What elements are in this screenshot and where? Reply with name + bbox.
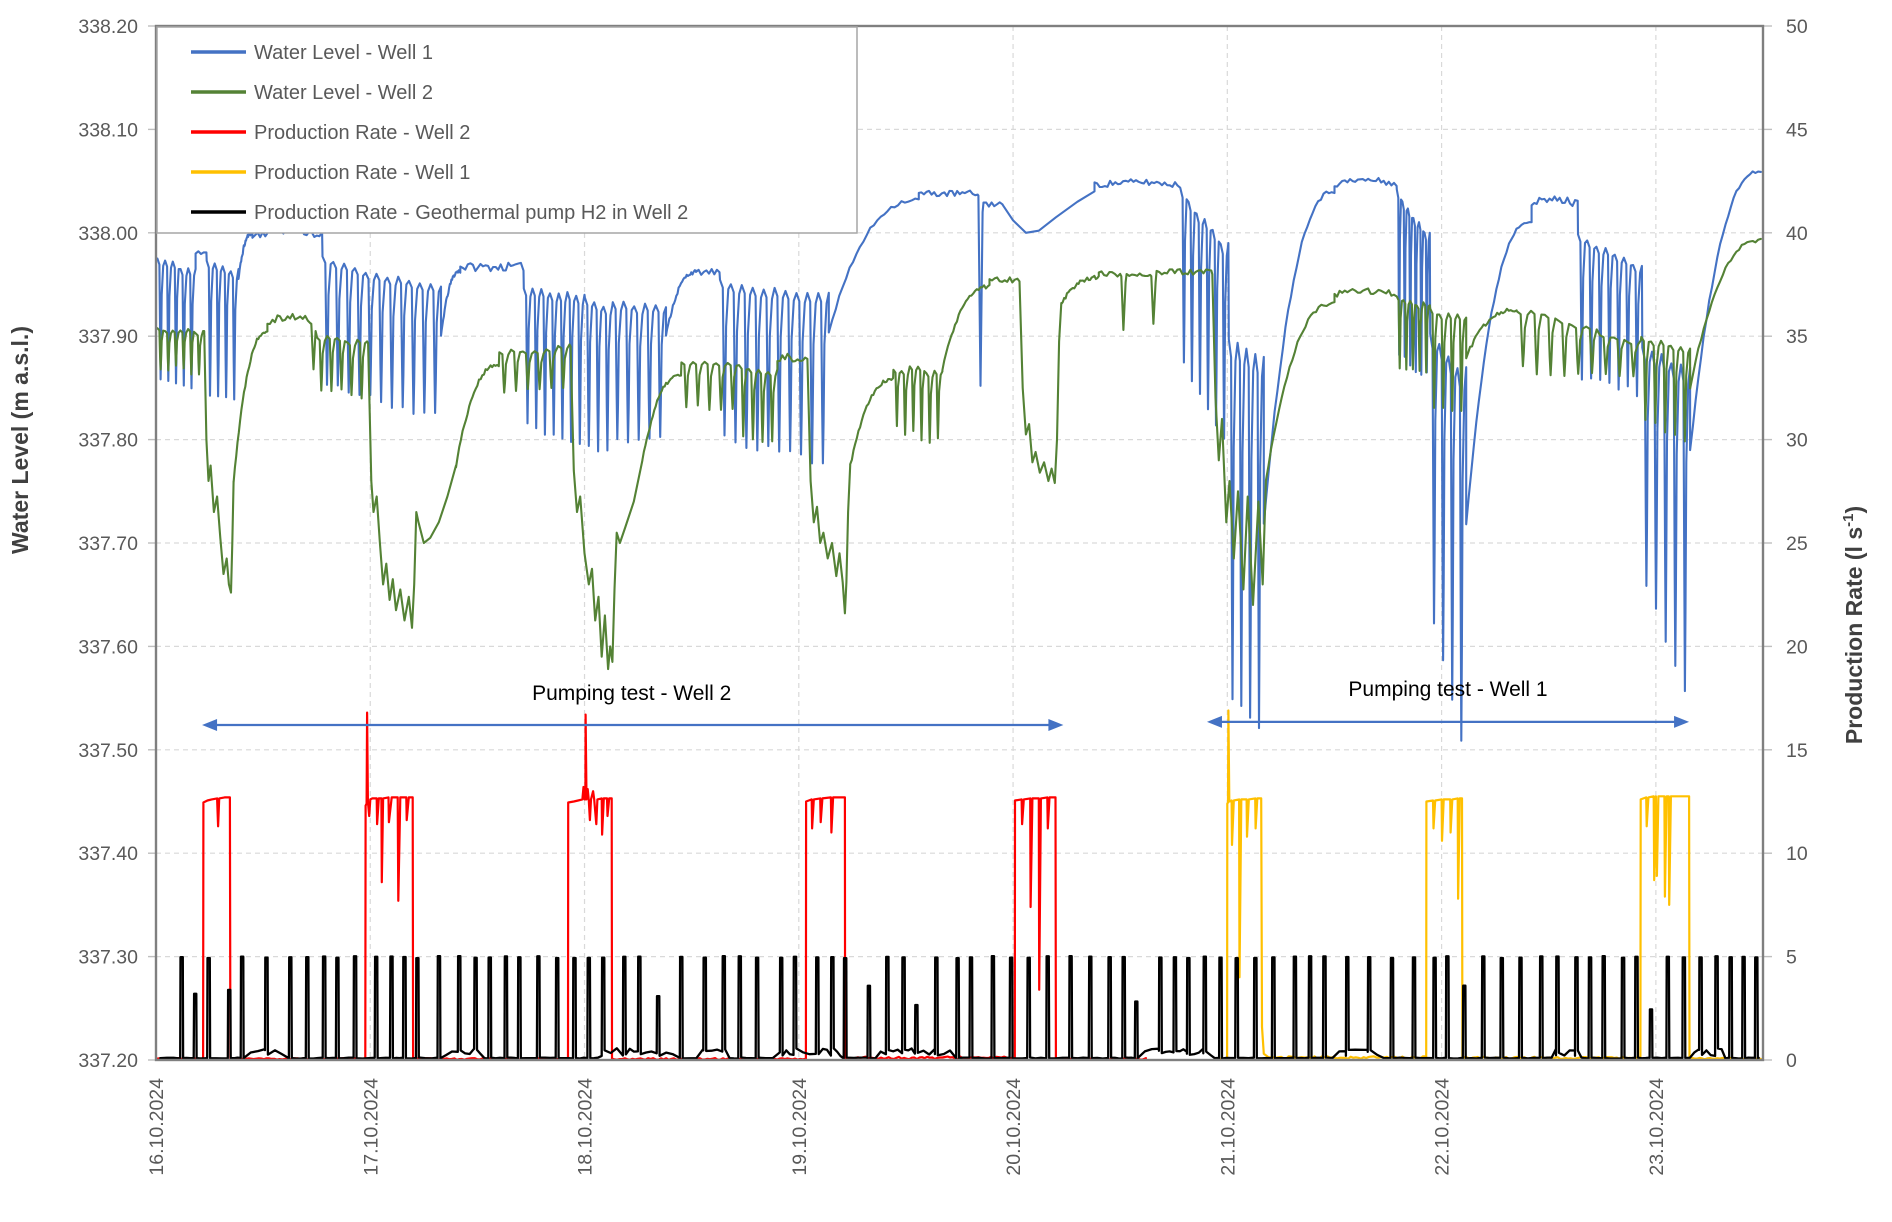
series-line-wl1 bbox=[156, 170, 1762, 742]
left-axis-tick-label: 337.70 bbox=[78, 533, 138, 555]
left-axis-tick-label: 337.50 bbox=[78, 740, 138, 762]
right-axis-tick-label: 40 bbox=[1786, 223, 1808, 245]
left-axis-title: Water Level (m a.s.l.) bbox=[7, 326, 33, 554]
right-axis-tick-label: 10 bbox=[1786, 843, 1808, 865]
right-axis-tick-label: 30 bbox=[1786, 430, 1808, 452]
axis-tick-labels: 338.20 338.10 338.00 337.90 337.80 337.70 337.… bbox=[78, 16, 1808, 1176]
legend-item: Production Rate - Well 2 bbox=[191, 122, 470, 144]
x-axis-tick-label: 17.10.2024 bbox=[360, 1078, 382, 1176]
legend-item-label: Production Rate - Geothermal pump H2 in … bbox=[254, 202, 688, 224]
tick-marks bbox=[148, 25, 1772, 1061]
right-axis-tick-label: 45 bbox=[1786, 119, 1808, 141]
left-axis-tick-label: 337.60 bbox=[78, 636, 138, 658]
annotations: Pumping test - Well 2 Pumping test - Well… bbox=[202, 678, 1690, 731]
right-axis-tick-label: 20 bbox=[1786, 636, 1808, 658]
arrowhead-left-icon bbox=[202, 718, 218, 731]
series-line-wl2 bbox=[156, 237, 1762, 671]
x-axis-tick-label: 19.10.2024 bbox=[789, 1078, 811, 1176]
legend-item: Production Rate - Well 1 bbox=[191, 162, 470, 184]
series-line-prh2 bbox=[159, 954, 1760, 1060]
arrowhead-left-icon bbox=[1206, 715, 1222, 728]
legend: Water Level - Well 1 Water Level - Well 2… bbox=[156, 26, 858, 234]
legend-item-label: Water Level - Well 1 bbox=[254, 42, 433, 64]
right-axis-tick-label: 5 bbox=[1786, 947, 1797, 969]
legend-item-label: Water Level - Well 2 bbox=[254, 82, 433, 104]
x-axis-tick-label: 20.10.2024 bbox=[1003, 1078, 1025, 1176]
left-axis-tick-label: 338.10 bbox=[78, 119, 138, 141]
pumping-test-label-2: Pumping test - Well 1 bbox=[1348, 678, 1547, 701]
plot-border bbox=[154, 24, 1765, 1062]
right-axis-tick-label: 15 bbox=[1786, 740, 1808, 762]
legend-item: Water Level - Well 1 bbox=[191, 42, 433, 64]
right-axis-tick-label: 25 bbox=[1786, 533, 1808, 555]
x-axis-tick-label: 22.10.2024 bbox=[1432, 1078, 1454, 1176]
x-axis-tick-label: 23.10.2024 bbox=[1646, 1078, 1668, 1176]
arrowhead-right-icon bbox=[1674, 715, 1690, 728]
left-axis-tick-label: 338.20 bbox=[78, 16, 138, 38]
legend-box bbox=[156, 26, 858, 234]
right-axis-title: Production Rate (l s-1) bbox=[1840, 506, 1867, 744]
x-axis-tick-label: 21.10.2024 bbox=[1217, 1078, 1239, 1176]
x-axis-tick-label: 18.10.2024 bbox=[575, 1078, 597, 1176]
pumping-test-label-1: Pumping test - Well 2 bbox=[532, 682, 731, 705]
left-axis-tick-label: 337.20 bbox=[78, 1050, 138, 1072]
legend-item-label: Production Rate - Well 1 bbox=[254, 162, 470, 184]
x-axis-tick-label: 16.10.2024 bbox=[146, 1078, 168, 1176]
left-axis-tick-label: 337.30 bbox=[78, 947, 138, 969]
right-axis-tick-label: 0 bbox=[1786, 1050, 1797, 1072]
left-axis-tick-label: 337.90 bbox=[78, 326, 138, 348]
legend-item-label: Production Rate - Well 2 bbox=[254, 122, 470, 144]
legend-item: Water Level - Well 2 bbox=[191, 82, 433, 104]
left-axis-tick-label: 338.00 bbox=[78, 223, 138, 245]
left-axis-tick-label: 337.40 bbox=[78, 843, 138, 865]
series-lines bbox=[155, 170, 1762, 1061]
series-line-pr1 bbox=[1217, 709, 1762, 1061]
right-axis-tick-label: 35 bbox=[1786, 326, 1808, 348]
legend-item: Production Rate - Geothermal pump H2 in … bbox=[191, 202, 688, 224]
arrowhead-right-icon bbox=[1048, 718, 1064, 731]
right-axis-tick-label: 50 bbox=[1786, 16, 1808, 38]
left-axis-tick-label: 337.80 bbox=[78, 430, 138, 452]
